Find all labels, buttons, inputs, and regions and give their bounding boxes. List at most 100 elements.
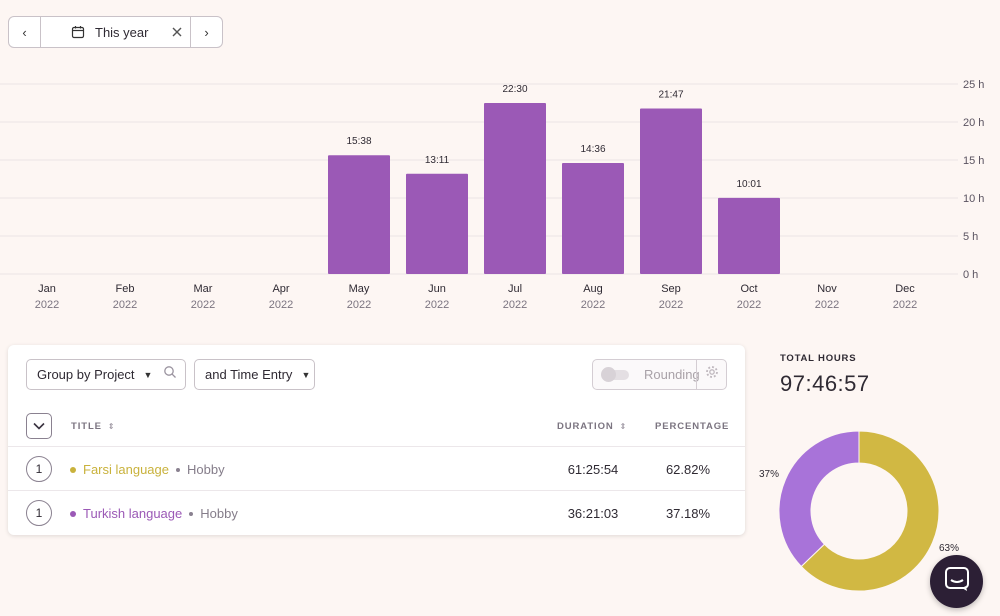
total-hours-value: 97:46:57 [780, 371, 870, 396]
date-range-field[interactable]: This year [41, 17, 190, 47]
chat-launcher-button[interactable] [930, 555, 983, 608]
rounding-label: Rounding [644, 367, 700, 382]
percentage-cell: 37.18% [665, 506, 711, 521]
x-tick-month: Apr [272, 283, 289, 295]
x-tick-month: Mar [194, 283, 213, 295]
bar-aug[interactable] [562, 163, 624, 274]
bar-data-label: 14:36 [580, 144, 605, 155]
percentage-column-header: PERCENTAGE [655, 421, 729, 432]
x-tick-month: Dec [895, 283, 915, 295]
x-tick-year: 2022 [659, 299, 683, 311]
x-tick-month: Aug [583, 283, 603, 295]
client-name: Hobby [200, 506, 238, 521]
y-tick-label: 20 h [963, 117, 984, 129]
y-tick-label: 25 h [963, 79, 984, 91]
monthly-hours-chart: 0 h 5 h 10 h 15 h 20 h 25 h Jan 2022 Feb 2022 Mar 2… [0, 79, 984, 311]
report-toolbar: Group by Project ▼ and Time Entry ▼ Roun… [8, 345, 745, 405]
bar-sep[interactable] [640, 108, 702, 274]
donut-slice-label: 37% [759, 469, 779, 480]
search-button[interactable] [155, 359, 186, 390]
sort-icon: ⇕ [619, 422, 628, 431]
chevron-left-icon: ‹ [22, 24, 27, 40]
project-color-dot [70, 510, 76, 517]
bar-jun[interactable] [406, 173, 468, 274]
project-name: Turkish language [83, 506, 183, 521]
y-tick-label: 10 h [963, 193, 984, 205]
sub-group-select[interactable]: and Time Entry ▼ [194, 359, 315, 390]
expand-all-button[interactable] [26, 413, 52, 439]
duration-cell: 36:21:03 [567, 506, 619, 521]
chevron-down-icon: ▼ [301, 369, 311, 380]
sub-group-label: and Time Entry [205, 367, 293, 382]
y-tick-label: 15 h [963, 155, 984, 167]
percentage-cell: 62.82% [665, 462, 711, 477]
x-tick-year: 2022 [893, 299, 917, 311]
clear-date-icon[interactable] [170, 25, 184, 39]
project-share-donut: 63% 37% [759, 430, 959, 592]
toggle-knob [601, 366, 616, 382]
x-tick-year: 2022 [347, 299, 371, 311]
x-tick-month: Jul [508, 283, 522, 295]
bar-data-label: 21:47 [658, 89, 683, 100]
x-tick-year: 2022 [815, 299, 839, 311]
table-header: TITLE ⇕ DURATION ⇕ PERCENTAGE [8, 405, 745, 447]
group-by-select[interactable]: Group by Project ▼ [26, 359, 156, 390]
x-tick-year: 2022 [503, 299, 527, 311]
duration-column-header[interactable]: DURATION ⇕ [557, 421, 627, 432]
project-color-dot [70, 466, 76, 473]
duration-header-label: DURATION [557, 421, 614, 432]
bar-jul[interactable] [484, 103, 546, 274]
chevron-down-icon [33, 417, 45, 435]
donut-slice-1[interactable] [778, 430, 860, 568]
x-tick-month: Oct [740, 283, 757, 295]
date-range-label: This year [95, 24, 149, 40]
x-tick-month: Nov [817, 283, 837, 295]
x-tick-year: 2022 [191, 299, 215, 311]
project-cell: Farsi language Hobby [70, 462, 225, 477]
y-tick-label: 5 h [963, 231, 978, 243]
duration-cell: 61:25:54 [567, 462, 619, 477]
bar-data-label: 15:38 [346, 136, 371, 147]
donut-slice-label: 63% [939, 543, 959, 554]
x-tick-month: Jan [38, 283, 56, 295]
bar-data-label: 10:01 [736, 179, 761, 190]
entry-count-badge[interactable]: 1 [26, 500, 52, 526]
x-tick-month: Feb [116, 283, 135, 295]
report-table-card: Group by Project ▼ and Time Entry ▼ Roun… [8, 345, 745, 535]
percentage-header-label: PERCENTAGE [655, 421, 730, 432]
bar-oct[interactable] [718, 197, 780, 274]
x-tick-year: 2022 [581, 299, 605, 311]
rounding-settings-button[interactable] [696, 360, 726, 389]
project-name: Farsi language [83, 462, 169, 477]
bar-data-label: 13:11 [425, 155, 450, 166]
table-row[interactable]: 1 Farsi language Hobby 61:25:54 62.82% [8, 447, 745, 491]
table-row[interactable]: 1 Turkish language Hobby 36:21:03 37.18% [8, 491, 745, 535]
date-range-picker: ‹ This year › [8, 16, 223, 48]
chevron-right-icon: › [204, 24, 209, 40]
title-column-header[interactable]: TITLE ⇕ [71, 421, 116, 432]
rounding-control: Rounding [592, 359, 727, 390]
total-hours-label: TOTAL HOURS [780, 353, 857, 364]
bar-may[interactable] [328, 155, 390, 274]
bar-data-label: 22:30 [502, 84, 527, 95]
sort-icon: ⇕ [107, 422, 116, 431]
x-tick-year: 2022 [269, 299, 293, 311]
client-name: Hobby [187, 462, 225, 477]
rounding-toggle[interactable] [601, 366, 629, 382]
entry-count-badge[interactable]: 1 [26, 456, 52, 482]
project-cell: Turkish language Hobby [70, 506, 238, 521]
x-tick-month: May [349, 283, 370, 295]
x-tick-year: 2022 [425, 299, 449, 311]
separator-dot [176, 467, 180, 472]
y-tick-label: 0 h [963, 269, 978, 281]
separator-dot [189, 511, 194, 516]
title-header-label: TITLE [71, 421, 102, 432]
donut-slice-0[interactable] [800, 430, 940, 592]
next-period-button[interactable]: › [190, 17, 222, 47]
gear-icon [705, 365, 719, 384]
group-by-label: Group by Project [37, 367, 135, 382]
x-tick-month: Sep [661, 283, 681, 295]
calendar-icon [71, 25, 85, 39]
previous-period-button[interactable]: ‹ [9, 17, 41, 47]
chat-icon [944, 566, 970, 597]
